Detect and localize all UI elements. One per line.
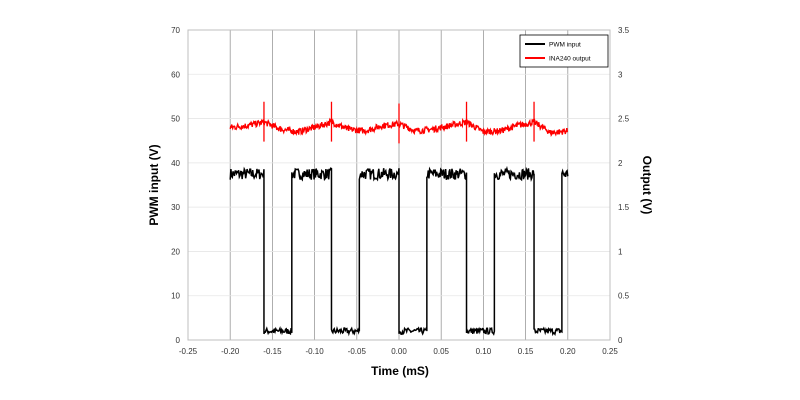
y-tick-label: 40 xyxy=(171,159,180,168)
y2-tick-label: 0.5 xyxy=(618,292,630,301)
y2-tick-label: 3 xyxy=(618,70,623,79)
y-tick-label: 60 xyxy=(171,70,180,79)
x-tick-label: 0.25 xyxy=(602,347,618,356)
y2-tick-label: 3.5 xyxy=(618,26,630,35)
x-tick-label: 0.00 xyxy=(391,347,407,356)
y2-tick-label: 1.5 xyxy=(618,203,630,212)
y2-tick-label: 2.5 xyxy=(618,115,630,124)
x-axis-ticks: -0.25 -0.20 -0.15 -0.10 -0.05 0.00 0.05 0.10 0.1… xyxy=(179,347,618,356)
y-tick-label: 0 xyxy=(176,336,181,345)
y2-tick-label: 1 xyxy=(618,247,623,256)
x-axis-title: Time (mS) xyxy=(371,364,429,378)
series-pwm-input xyxy=(229,165,569,337)
x-tick-label: 0.10 xyxy=(476,347,492,356)
x-tick-label: -0.25 xyxy=(179,347,198,356)
y-tick-label: 70 xyxy=(171,26,180,35)
x-tick-label: -0.10 xyxy=(305,347,324,356)
y-axis-ticks: 0 10 20 30 40 50 60 70 xyxy=(171,26,180,345)
y-tick-label: 50 xyxy=(171,115,180,124)
legend-label-ina240: INA240 output xyxy=(549,56,591,63)
y-tick-label: 10 xyxy=(171,292,180,301)
x-tick-label: 0.20 xyxy=(560,347,576,356)
y-axis-title: PWM input (V) xyxy=(147,144,161,225)
series-layer xyxy=(229,101,569,337)
y2-axis-title: Output (V) xyxy=(640,156,654,215)
x-tick-label: -0.20 xyxy=(221,347,240,356)
y-tick-label: 20 xyxy=(171,247,180,256)
y-tick-label: 30 xyxy=(171,203,180,212)
legend-box xyxy=(519,34,609,68)
x-tick-label: -0.05 xyxy=(348,347,367,356)
x-tick-label: 0.05 xyxy=(433,347,449,356)
y2-tick-label: 0 xyxy=(618,336,623,345)
legend-label-pwm: PWM input xyxy=(549,42,581,49)
y2-tick-label: 2 xyxy=(618,159,623,168)
y2-axis-ticks: 0 0.5 1 1.5 2 2.5 3 3.5 xyxy=(618,26,630,345)
x-tick-label: -0.15 xyxy=(263,347,282,356)
plot-frame xyxy=(187,29,611,341)
x-tick-label: 0.15 xyxy=(518,347,534,356)
legend: PWM input INA240 output xyxy=(519,34,609,68)
